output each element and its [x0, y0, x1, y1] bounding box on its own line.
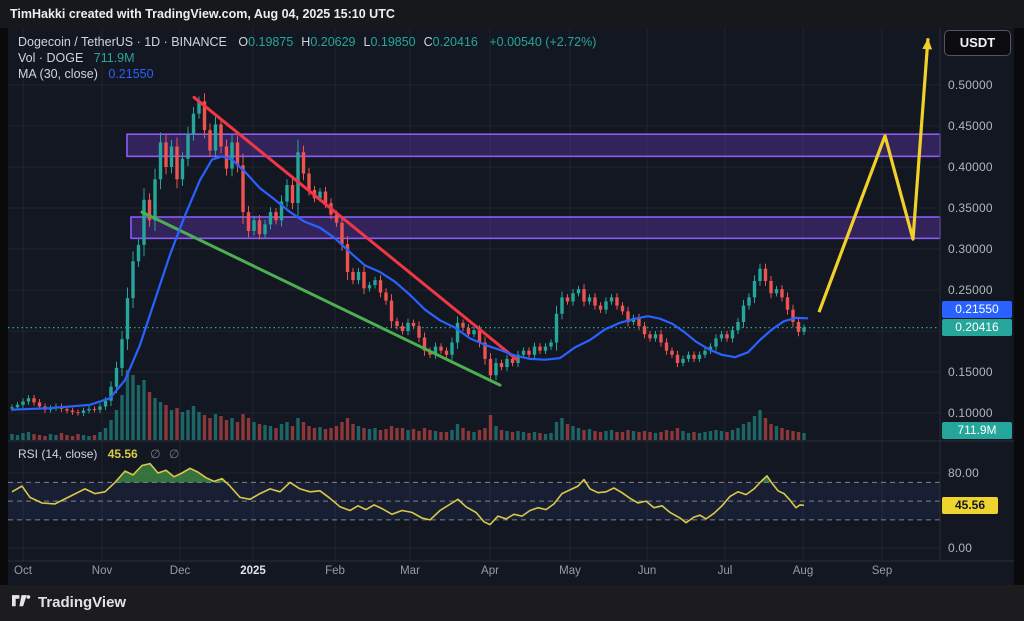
time-axis[interactable]: Oct Nov Dec 2025 Feb Mar Apr May Jun Jul Aug Sep	[8, 561, 1014, 585]
ma-value: 0.21550	[108, 67, 154, 81]
rsi-value-badge: 45.56	[942, 497, 998, 515]
footer-bar: TradingView	[0, 585, 1024, 621]
volume-value: 711.9M	[93, 51, 135, 65]
projection-arrow[interactable]	[817, 38, 930, 313]
ohlc-values: O0.19875 H0.20629 L0.19850 C0.20416	[230, 35, 478, 49]
grid-lines	[8, 28, 940, 561]
ohlc-h: H0.20629	[301, 35, 356, 49]
time-axis-label-dec: Dec	[169, 565, 191, 577]
legend-symbol-row[interactable]: Dogecoin / TetherUS · 1D · BINANCE O0.19…	[18, 35, 596, 49]
price-axis-label: 0.15000	[948, 365, 993, 379]
time-axis-label-oct: Oct	[14, 565, 32, 577]
rsi-source-icon[interactable]: ∅	[150, 447, 161, 461]
price-axis-label: 0.50000	[948, 78, 993, 92]
legend-rsi-row[interactable]: RSI (14, close) 45.56 ∅ ∅	[18, 447, 179, 461]
change-value: +0.00540 (+2.72%)	[489, 35, 597, 49]
rsi-value: 45.56	[107, 447, 138, 461]
currency-unit-button[interactable]: USDT	[944, 30, 1011, 56]
projection-arrow-head	[922, 38, 933, 50]
volume-label: Vol · DOGE	[18, 51, 84, 65]
time-axis-label-sep: Sep	[871, 565, 893, 577]
rsi-axis-label: 80.00	[948, 466, 980, 480]
attribution-bar: TimHakki created with TradingView.com, A…	[0, 0, 1024, 28]
time-axis-label-jun: Jun	[637, 565, 657, 577]
time-axis-label-jul: Jul	[717, 565, 733, 577]
rsi-axis-label: 0.00	[948, 541, 973, 555]
candles	[10, 93, 806, 416]
tradingview-logo[interactable]: TradingView	[12, 593, 126, 612]
volume-badge: 711.9M	[942, 422, 1012, 439]
time-axis-label-feb: Feb	[325, 565, 345, 577]
chart-stage: Dogecoin / TetherUS · 1D · BINANCE O0.19…	[8, 28, 1014, 585]
chart-canvas[interactable]	[8, 28, 1014, 585]
ma-price-badge: 0.21550	[942, 301, 1012, 319]
rsi-line	[11, 462, 805, 526]
tradingview-logo-text: TradingView	[38, 594, 127, 611]
supply-zones[interactable]	[126, 133, 941, 240]
price-axis-label: 0.10000	[948, 406, 993, 420]
time-axis-label-aug: Aug	[792, 565, 814, 577]
rsi-settings-icon[interactable]: ∅	[168, 447, 180, 461]
time-axis-label-nov: Nov	[91, 565, 113, 577]
symbol-title: Dogecoin / TetherUS · 1D · BINANCE	[18, 35, 227, 49]
volume-bars	[10, 370, 806, 440]
ohlc-o: O0.19875	[238, 35, 294, 49]
ohlc-l: L0.19850	[363, 35, 416, 49]
time-axis-label-2025: 2025	[240, 565, 266, 577]
rsi-band	[8, 482, 940, 520]
legend-volume-row[interactable]: Vol · DOGE 711.9M	[18, 51, 135, 65]
price-axis-label: 0.45000	[948, 119, 993, 133]
price-axis-label: 0.25000	[948, 283, 993, 297]
ohlc-c: C0.20416	[423, 35, 478, 49]
tradingview-logo-icon	[12, 595, 31, 607]
attribution-text: TimHakki created with TradingView.com, A…	[10, 7, 395, 21]
time-axis-label-apr: Apr	[481, 565, 499, 577]
ma-label: MA (30, close)	[18, 67, 98, 81]
time-axis-label-mar: Mar	[400, 565, 420, 577]
ma30-line	[11, 155, 809, 411]
last-price-badge: 0.20416	[942, 318, 1012, 336]
price-axis-label: 0.40000	[948, 160, 993, 174]
price-axis-label: 0.35000	[948, 201, 993, 215]
time-axis-label-may: May	[559, 565, 581, 577]
rsi-label: RSI (14, close)	[18, 447, 98, 461]
red-downtrend-trendline[interactable]	[192, 95, 519, 362]
green-downtrend-trendline[interactable]	[140, 210, 502, 387]
price-axis[interactable]: 0.50000 0.45000 0.40000 0.35000 0.30000 0.250…	[940, 28, 1014, 561]
legend-ma-row[interactable]: MA (30, close) 0.21550	[18, 67, 154, 81]
price-axis-label: 0.30000	[948, 242, 993, 256]
